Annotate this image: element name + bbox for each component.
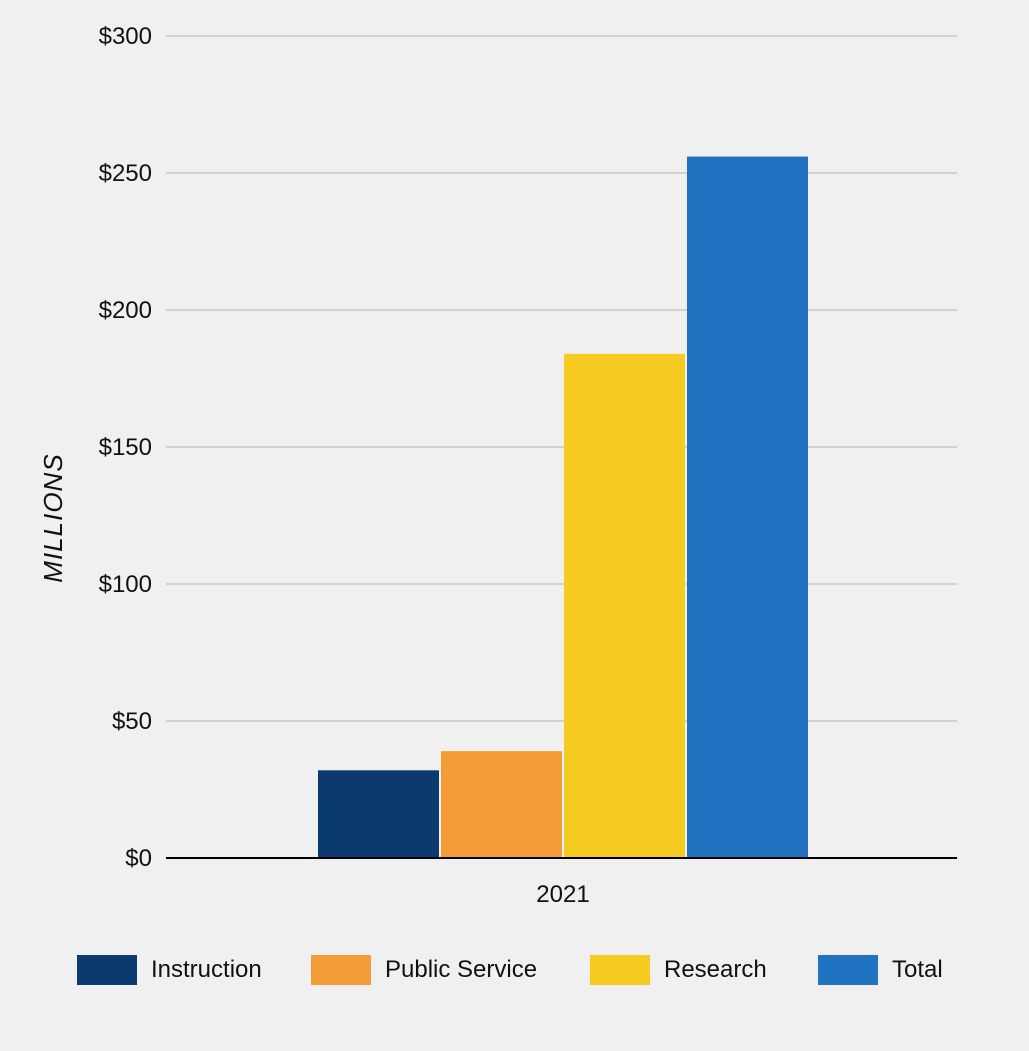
- y-tick-label: $300: [99, 23, 152, 50]
- legend: Instruction Public Service Research Tota…: [0, 952, 1029, 992]
- y-tick-label: $150: [99, 434, 152, 461]
- legend-swatch: [77, 955, 137, 985]
- legend-item-public-service: Public Service: [311, 952, 537, 988]
- x-axis-categories: 2021: [536, 881, 589, 908]
- y-tick-label: $100: [99, 571, 152, 598]
- y-tick-label: $200: [99, 297, 152, 324]
- legend-item-total: Total: [818, 952, 943, 988]
- legend-label: Instruction: [151, 956, 262, 983]
- bar-public-service: [441, 751, 562, 858]
- y-tick-label: $250: [99, 160, 152, 187]
- grid-lines: [166, 35, 957, 722]
- legend-label: Research: [664, 956, 767, 983]
- bar-chart: $0 $50 $100 $150 $200 $250 $300 MILLIONS 2021: [38, 23, 957, 908]
- bar-instruction: [318, 770, 439, 858]
- legend-item-instruction: Instruction: [77, 952, 262, 988]
- y-tick-label: $0: [125, 845, 152, 872]
- legend-swatch: [818, 955, 878, 985]
- bars: [318, 156, 808, 858]
- legend-swatch: [311, 955, 371, 985]
- bar-total: [687, 156, 808, 858]
- legend-label: Public Service: [385, 956, 538, 983]
- legend-swatch: [590, 955, 650, 985]
- legend-item-research: Research: [590, 952, 767, 988]
- legend-label: Total: [892, 956, 943, 983]
- y-tick-label: $50: [112, 708, 152, 735]
- x-category-label: 2021: [536, 881, 589, 908]
- y-axis-label: MILLIONS: [38, 453, 68, 582]
- bar-research: [564, 353, 685, 858]
- y-axis-ticks: $0 $50 $100 $150 $200 $250 $300: [99, 23, 152, 872]
